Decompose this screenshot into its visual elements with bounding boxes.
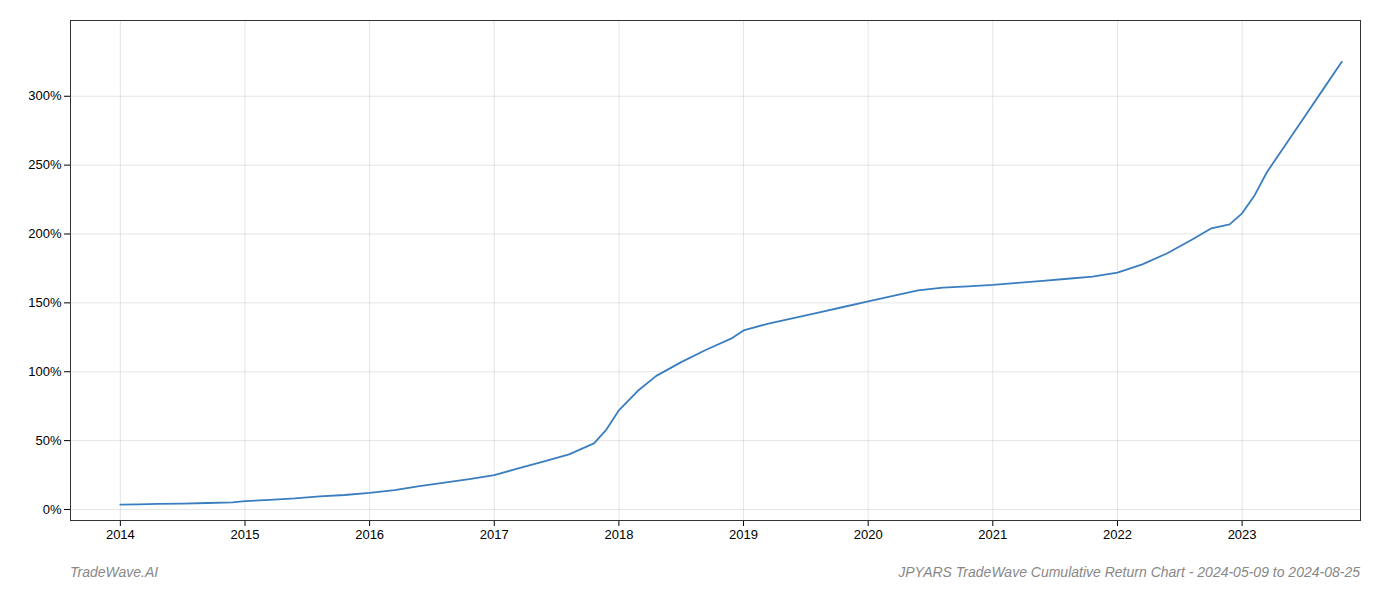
svg-text:2014: 2014 — [106, 527, 135, 542]
html-text:TradeWave.AI: TradeWave.AI — [70, 564, 159, 580]
svg-text:2018: 2018 — [604, 527, 633, 542]
svg-text:2022: 2022 — [1103, 527, 1132, 542]
svg-text:100%: 100% — [28, 364, 62, 379]
svg-text:2021: 2021 — [978, 527, 1007, 542]
svg-text:250%: 250% — [28, 157, 62, 172]
svg-text:150%: 150% — [28, 295, 62, 310]
svg-text:2020: 2020 — [854, 527, 883, 542]
svg-text:300%: 300% — [28, 88, 62, 103]
html-text:JPYARS TradeWave Cumulative Re: JPYARS TradeWave Cumulative Return Chart… — [898, 564, 1360, 580]
svg-text:2016: 2016 — [355, 527, 384, 542]
svg-text:2017: 2017 — [480, 527, 509, 542]
svg-text:2019: 2019 — [729, 527, 758, 542]
svg-text:200%: 200% — [28, 226, 62, 241]
svg-text:50%: 50% — [35, 433, 61, 448]
svg-text:2023: 2023 — [1228, 527, 1257, 542]
svg-text:0%: 0% — [43, 502, 62, 517]
svg-text:2015: 2015 — [231, 527, 260, 542]
